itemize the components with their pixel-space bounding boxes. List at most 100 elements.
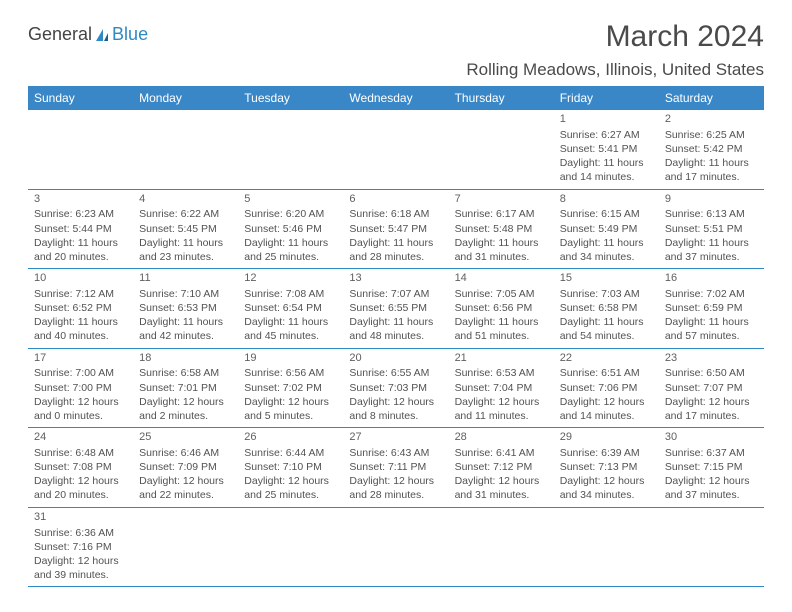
sunset-text: Sunset: 6:52 PM (34, 301, 127, 315)
sunset-text: Sunset: 7:03 PM (349, 381, 442, 395)
daylight-text: Daylight: 11 hours and 28 minutes. (349, 236, 442, 264)
sunrise-text: Sunrise: 6:51 AM (560, 366, 653, 380)
sunset-text: Sunset: 7:01 PM (139, 381, 232, 395)
day-cell: 31Sunrise: 6:36 AMSunset: 7:16 PMDayligh… (28, 507, 133, 587)
sunset-text: Sunset: 7:10 PM (244, 460, 337, 474)
sunrise-text: Sunrise: 6:17 AM (455, 207, 548, 221)
day-cell (659, 507, 764, 587)
daylight-text: Daylight: 11 hours and 45 minutes. (244, 315, 337, 343)
sunset-text: Sunset: 7:00 PM (34, 381, 127, 395)
daylight-text: Daylight: 12 hours and 37 minutes. (665, 474, 758, 502)
sunset-text: Sunset: 6:58 PM (560, 301, 653, 315)
week-row: 10Sunrise: 7:12 AMSunset: 6:52 PMDayligh… (28, 269, 764, 349)
day-cell (28, 110, 133, 189)
day-number: 9 (665, 192, 758, 207)
day-cell: 17Sunrise: 7:00 AMSunset: 7:00 PMDayligh… (28, 348, 133, 428)
daylight-text: Daylight: 11 hours and 25 minutes. (244, 236, 337, 264)
day-cell (554, 507, 659, 587)
sunset-text: Sunset: 7:06 PM (560, 381, 653, 395)
daylight-text: Daylight: 11 hours and 51 minutes. (455, 315, 548, 343)
day-cell: 7Sunrise: 6:17 AMSunset: 5:48 PMDaylight… (449, 189, 554, 269)
sunrise-text: Sunrise: 6:43 AM (349, 446, 442, 460)
day-cell: 11Sunrise: 7:10 AMSunset: 6:53 PMDayligh… (133, 269, 238, 349)
day-cell (343, 507, 448, 587)
sunrise-text: Sunrise: 7:03 AM (560, 287, 653, 301)
daylight-text: Daylight: 12 hours and 39 minutes. (34, 554, 127, 582)
sail-icon (94, 27, 110, 43)
daylight-text: Daylight: 12 hours and 14 minutes. (560, 395, 653, 423)
day-cell: 30Sunrise: 6:37 AMSunset: 7:15 PMDayligh… (659, 428, 764, 508)
day-number: 24 (34, 430, 127, 445)
day-cell: 26Sunrise: 6:44 AMSunset: 7:10 PMDayligh… (238, 428, 343, 508)
sunset-text: Sunset: 7:07 PM (665, 381, 758, 395)
weekday-header: Friday (554, 86, 659, 110)
daylight-text: Daylight: 11 hours and 34 minutes. (560, 236, 653, 264)
day-number: 25 (139, 430, 232, 445)
sunset-text: Sunset: 6:54 PM (244, 301, 337, 315)
sunset-text: Sunset: 6:56 PM (455, 301, 548, 315)
day-number: 27 (349, 430, 442, 445)
sunrise-text: Sunrise: 7:08 AM (244, 287, 337, 301)
day-number: 7 (455, 192, 548, 207)
sunset-text: Sunset: 5:41 PM (560, 142, 653, 156)
day-number: 17 (34, 351, 127, 366)
sunset-text: Sunset: 7:02 PM (244, 381, 337, 395)
sunset-text: Sunset: 5:48 PM (455, 222, 548, 236)
sunrise-text: Sunrise: 6:18 AM (349, 207, 442, 221)
daylight-text: Daylight: 12 hours and 11 minutes. (455, 395, 548, 423)
daylight-text: Daylight: 11 hours and 23 minutes. (139, 236, 232, 264)
sunrise-text: Sunrise: 6:53 AM (455, 366, 548, 380)
sunrise-text: Sunrise: 7:05 AM (455, 287, 548, 301)
daylight-text: Daylight: 12 hours and 17 minutes. (665, 395, 758, 423)
sunset-text: Sunset: 6:59 PM (665, 301, 758, 315)
day-number: 26 (244, 430, 337, 445)
day-cell: 12Sunrise: 7:08 AMSunset: 6:54 PMDayligh… (238, 269, 343, 349)
day-cell: 15Sunrise: 7:03 AMSunset: 6:58 PMDayligh… (554, 269, 659, 349)
day-cell: 24Sunrise: 6:48 AMSunset: 7:08 PMDayligh… (28, 428, 133, 508)
day-cell: 29Sunrise: 6:39 AMSunset: 7:13 PMDayligh… (554, 428, 659, 508)
logo-text-blue: Blue (112, 24, 148, 45)
daylight-text: Daylight: 11 hours and 54 minutes. (560, 315, 653, 343)
sunrise-text: Sunrise: 6:25 AM (665, 128, 758, 142)
weekday-header: Saturday (659, 86, 764, 110)
daylight-text: Daylight: 11 hours and 20 minutes. (34, 236, 127, 264)
day-cell: 28Sunrise: 6:41 AMSunset: 7:12 PMDayligh… (449, 428, 554, 508)
day-number: 4 (139, 192, 232, 207)
daylight-text: Daylight: 12 hours and 25 minutes. (244, 474, 337, 502)
day-number: 18 (139, 351, 232, 366)
day-cell: 4Sunrise: 6:22 AMSunset: 5:45 PMDaylight… (133, 189, 238, 269)
weekday-header: Tuesday (238, 86, 343, 110)
day-cell: 25Sunrise: 6:46 AMSunset: 7:09 PMDayligh… (133, 428, 238, 508)
day-number: 5 (244, 192, 337, 207)
month-title: March 2024 (606, 20, 764, 54)
sunrise-text: Sunrise: 6:44 AM (244, 446, 337, 460)
daylight-text: Daylight: 12 hours and 31 minutes. (455, 474, 548, 502)
sunset-text: Sunset: 5:44 PM (34, 222, 127, 236)
sunset-text: Sunset: 7:16 PM (34, 540, 127, 554)
sunset-text: Sunset: 5:51 PM (665, 222, 758, 236)
sunset-text: Sunset: 7:08 PM (34, 460, 127, 474)
day-cell: 22Sunrise: 6:51 AMSunset: 7:06 PMDayligh… (554, 348, 659, 428)
day-number: 19 (244, 351, 337, 366)
logo: General Blue (28, 20, 148, 45)
day-cell (449, 507, 554, 587)
weekday-header-row: Sunday Monday Tuesday Wednesday Thursday… (28, 86, 764, 110)
day-number: 13 (349, 271, 442, 286)
daylight-text: Daylight: 12 hours and 28 minutes. (349, 474, 442, 502)
sunrise-text: Sunrise: 6:41 AM (455, 446, 548, 460)
day-number: 23 (665, 351, 758, 366)
day-cell: 16Sunrise: 7:02 AMSunset: 6:59 PMDayligh… (659, 269, 764, 349)
daylight-text: Daylight: 12 hours and 34 minutes. (560, 474, 653, 502)
day-cell: 5Sunrise: 6:20 AMSunset: 5:46 PMDaylight… (238, 189, 343, 269)
daylight-text: Daylight: 11 hours and 14 minutes. (560, 156, 653, 184)
day-cell (238, 507, 343, 587)
sunrise-text: Sunrise: 6:13 AM (665, 207, 758, 221)
day-cell: 2Sunrise: 6:25 AMSunset: 5:42 PMDaylight… (659, 110, 764, 189)
sunset-text: Sunset: 7:04 PM (455, 381, 548, 395)
sunrise-text: Sunrise: 6:56 AM (244, 366, 337, 380)
day-cell: 13Sunrise: 7:07 AMSunset: 6:55 PMDayligh… (343, 269, 448, 349)
sunset-text: Sunset: 6:53 PM (139, 301, 232, 315)
day-cell: 6Sunrise: 6:18 AMSunset: 5:47 PMDaylight… (343, 189, 448, 269)
daylight-text: Daylight: 12 hours and 5 minutes. (244, 395, 337, 423)
sunrise-text: Sunrise: 6:36 AM (34, 526, 127, 540)
